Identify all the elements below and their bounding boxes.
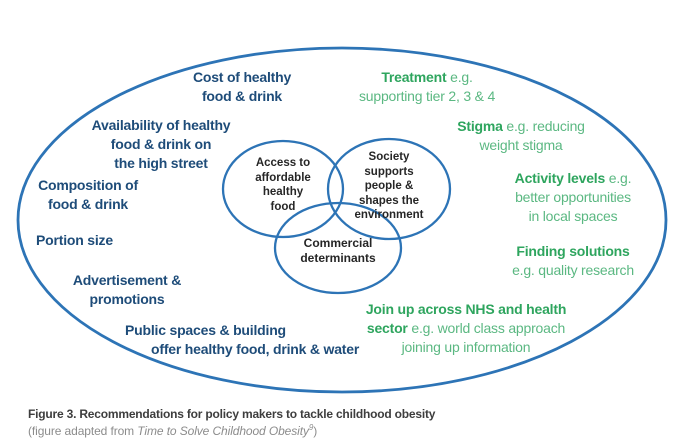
label-line: e.g. quality research — [512, 262, 634, 278]
outer-system-ellipse — [16, 46, 668, 394]
label-join-up-nhs: Join up across NHS and health sector e.g.… — [365, 300, 567, 357]
label-cost-of-healthy-food: Cost of healthy food & drink — [193, 68, 291, 106]
figure-caption: Figure 3. Recommendations for policy mak… — [28, 407, 435, 438]
caption-title: Figure 3. Recommendations for policy mak… — [28, 407, 436, 421]
caption-reference-number: 9 — [308, 423, 314, 432]
label-line: Society — [368, 151, 410, 163]
access-circle-label: Access to affordable healthy food — [255, 156, 311, 214]
commercial-circle — [273, 201, 403, 295]
label-line: sector e.g. world class approach — [366, 320, 566, 336]
label-public-spaces-building: Public spaces & building offer healthy fo… — [125, 321, 359, 359]
label-line: food & drink — [47, 196, 129, 212]
label-line: determinants — [300, 251, 376, 265]
label-line: supports — [364, 165, 414, 178]
label-line: in local spaces — [528, 208, 618, 224]
label-line: food & drink — [201, 88, 283, 104]
label-line: environment — [354, 209, 424, 221]
label-line: supporting tier 2, 3 & 4 — [358, 88, 496, 104]
label-line: joining up information — [401, 339, 531, 355]
label-line: Access to — [255, 157, 311, 169]
label-advertisement-promotions: Advertisement & promotions — [73, 271, 181, 309]
label-line: Advertisement & — [72, 272, 182, 288]
label-line: Portion size — [36, 232, 113, 248]
label-line: affordable — [255, 171, 311, 184]
label-line: weight stigma — [479, 137, 563, 153]
label-composition-food-drink: Composition of food & drink — [38, 176, 138, 214]
label-finding-solutions: Finding solutions e.g. quality research — [512, 242, 634, 280]
label-line: offer healthy food, drink & water — [151, 341, 360, 357]
label-line: people & — [364, 180, 414, 192]
label-line: Join up across NHS and health — [365, 301, 567, 317]
label-treatment: Treatment e.g. supporting tier 2, 3 & 4 — [359, 68, 495, 106]
society-circle-label: Society supports people & shapes the environ… — [354, 150, 423, 223]
label-line: better opportunities — [515, 189, 631, 205]
caption-note-prefix: (figure adapted from — [28, 424, 138, 438]
label-line: healthy — [262, 186, 304, 198]
label-line: Treatment e.g. — [381, 69, 473, 85]
label-line: Public spaces & building — [125, 322, 286, 338]
label-availability-healthy-food: Availability of healthy food & drink on th… — [92, 116, 231, 173]
label-line: promotions — [89, 291, 165, 307]
label-line: food — [270, 200, 296, 213]
label-line: the high street — [114, 155, 208, 171]
label-line: Cost of healthy — [192, 69, 292, 85]
caption-note-suffix: ) — [313, 424, 318, 438]
access-circle — [221, 139, 345, 239]
label-line: Commercial — [303, 236, 373, 250]
label-portion-size: Portion size — [36, 231, 113, 250]
label-line: Stigma e.g. reducing — [457, 118, 585, 134]
commercial-circle-label: Commercial determinants — [300, 236, 375, 266]
label-line: food & drink on — [110, 136, 212, 152]
caption-note-source-title: Time to Solve Childhood Obesity — [137, 424, 309, 438]
label-activity-levels: Activity levels e.g. better opportunities… — [515, 169, 632, 226]
label-line: Finding solutions — [516, 243, 630, 259]
label-line: Composition of — [38, 177, 138, 193]
label-line: shapes the — [358, 194, 420, 207]
label-line: Availability of healthy — [91, 117, 231, 133]
caption-note: (figure adapted from Time to Solve Child… — [28, 421, 435, 438]
society-circle — [326, 137, 452, 241]
label-line: Activity levels e.g. — [514, 170, 632, 186]
label-stigma: Stigma e.g. reducing weight stigma — [457, 117, 585, 155]
